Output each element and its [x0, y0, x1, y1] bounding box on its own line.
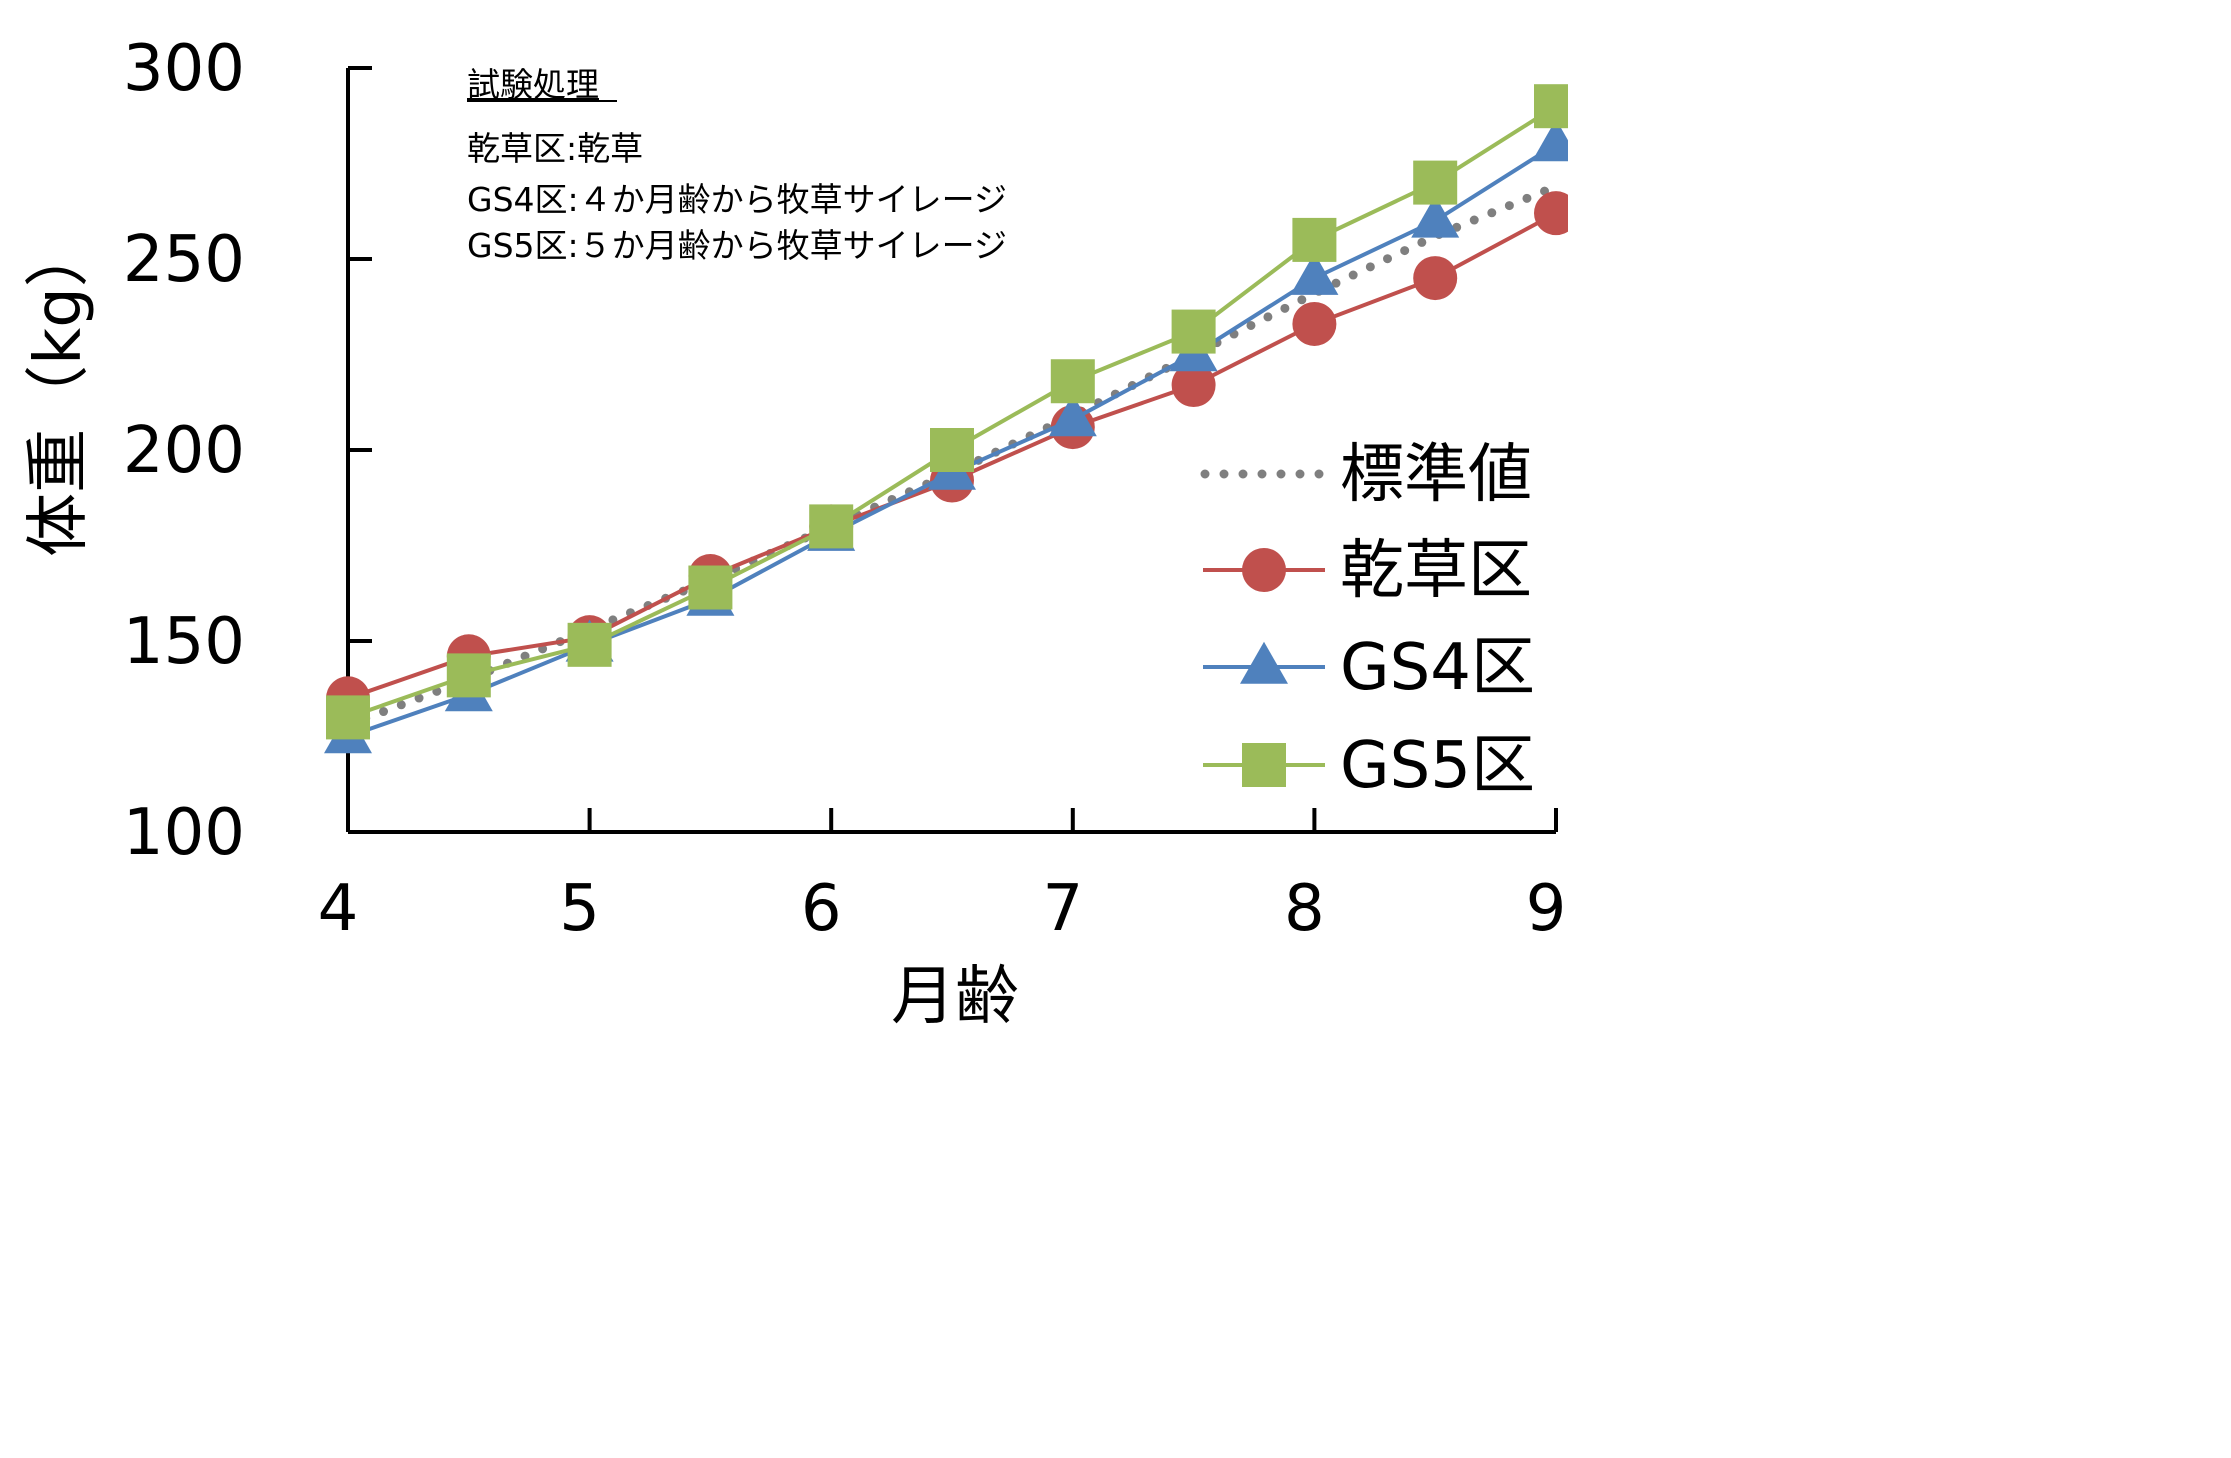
legend-label: GS4区	[1340, 631, 1535, 705]
note-line-1: 乾草区:乾草	[467, 129, 643, 168]
data-point	[1534, 191, 1568, 236]
data-point	[1411, 195, 1460, 238]
data-point	[1413, 160, 1458, 205]
x-tick-label: 6	[801, 872, 842, 946]
y-tick-label: 300	[123, 32, 245, 106]
y-tick-label: 250	[123, 223, 245, 297]
series-group	[324, 84, 1568, 754]
data-point	[688, 565, 733, 610]
x-ticks: 4 5 6 7 8 9	[318, 808, 1567, 946]
note-title: 試験処理	[467, 65, 599, 104]
data-point	[1050, 359, 1095, 404]
data-point	[1413, 256, 1458, 301]
data-point	[1048, 394, 1097, 437]
data-point	[809, 504, 854, 549]
legend-label: 乾草区	[1340, 534, 1532, 608]
data-point	[1292, 301, 1337, 346]
legend-item-1: 乾草区	[1203, 534, 1532, 608]
series-line	[343, 181, 1561, 730]
line-chart: 100 150 200 250 300 4 5 6 7 8 9 月齢 体重（kg） 試験処理 乾草…	[22, 32, 1568, 1025]
data-point	[446, 653, 491, 698]
data-point	[567, 622, 612, 667]
data-point	[1534, 84, 1568, 129]
legend-marker	[1242, 743, 1286, 787]
series-0	[343, 181, 1561, 730]
legend-marker	[1242, 548, 1286, 592]
x-axis-title: 月齢	[891, 960, 1019, 1025]
y-tick-label: 100	[123, 796, 245, 870]
data-point	[1171, 309, 1216, 354]
data-point	[1171, 363, 1216, 408]
data-point	[1292, 217, 1337, 262]
legend-label: 標準値	[1340, 438, 1532, 512]
legend-label: GS5区	[1340, 729, 1535, 803]
legend-item-3: GS5区	[1203, 729, 1535, 803]
legend-item-0: 標準値	[1200, 438, 1532, 512]
x-tick-label: 8	[1284, 872, 1325, 946]
y-ticks: 100 150 200 250 300	[123, 32, 372, 870]
legend-item-2: GS4区	[1203, 631, 1535, 705]
data-point	[930, 428, 974, 472]
x-tick-label: 9	[1526, 872, 1567, 946]
y-tick-label: 200	[123, 414, 245, 488]
note-line-2: GS4区:４か月齢から牧草サイレージ	[467, 180, 1007, 219]
legend-marker	[1240, 641, 1288, 684]
x-tick-label: 7	[1042, 872, 1083, 946]
x-tick-label: 4	[318, 872, 359, 946]
y-tick-label: 150	[123, 605, 245, 679]
x-tick-label: 5	[559, 872, 600, 946]
data-point	[1290, 252, 1339, 295]
series-3	[326, 84, 1568, 740]
note-line-3: GS5区:５か月齢から牧草サイレージ	[467, 226, 1007, 265]
treatment-note: 試験処理 乾草区:乾草 GS4区:４か月齢から牧草サイレージ GS5区:５か月齢…	[467, 65, 1007, 265]
data-point	[326, 695, 370, 740]
y-axis-title: 体重（kg）	[22, 223, 96, 557]
data-point	[1532, 119, 1568, 162]
